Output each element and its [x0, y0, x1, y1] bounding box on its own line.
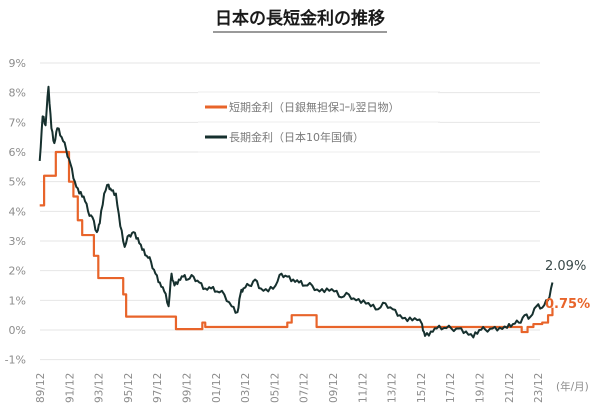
y-tick-label: 5% [9, 176, 26, 189]
y-tick-label: 7% [9, 116, 26, 129]
y-tick-label: -1% [5, 354, 26, 367]
x-tick-label: 97/12 [152, 373, 164, 403]
end-label-long: 2.09% [545, 259, 586, 274]
chart-title-text: 日本の長短金利の推移 [213, 9, 387, 33]
x-tick-label: 21/12 [504, 373, 516, 403]
legend-label-long: 長期金利（日本10年国債） [229, 130, 364, 144]
x-tick-label: 11/12 [357, 373, 369, 403]
long-rate-line [38, 85, 554, 339]
y-tick-label: 3% [9, 235, 26, 248]
legend-label-short: 短期金利（日銀無担保ｺｰﾙ翌日物） [229, 100, 400, 114]
x-tick-label: 89/12 [35, 373, 47, 403]
x-tick-label: 91/12 [64, 373, 76, 403]
x-tick-label: 05/12 [269, 373, 281, 403]
y-tick-label: 0% [9, 324, 26, 337]
y-tick-label: 4% [9, 205, 26, 218]
x-tick-label: 13/12 [387, 373, 399, 403]
y-tick-label: 9% [9, 57, 26, 70]
end-label-short: 0.75% [545, 297, 590, 312]
x-tick-label: 19/12 [475, 373, 487, 403]
x-tick-label: 17/12 [445, 373, 457, 403]
x-tick-label: 95/12 [123, 373, 135, 403]
x-tick-label: 03/12 [240, 373, 252, 403]
y-axis-ticks: 9% 8% 7% 6% 5% 4% 3% 2% 1% 0% -1% [5, 57, 26, 367]
y-tick-label: 8% [9, 87, 26, 100]
x-tick-label: 09/12 [328, 373, 340, 403]
x-tick-label: 01/12 [211, 373, 223, 403]
y-tick-label: 1% [9, 294, 26, 307]
legend: 短期金利（日銀無担保ｺｰﾙ翌日物） 長期金利（日本10年国債） [198, 87, 440, 153]
x-axis-unit: (年/月) [556, 380, 589, 393]
x-axis-ticks: 89/12 91/12 93/12 95/12 97/12 99/12 01/12 03/12… [35, 373, 545, 403]
x-tick-label: 23/12 [533, 373, 545, 403]
short-rate-line [39, 150, 554, 334]
series-lines [38, 85, 554, 339]
x-tick-label: 07/12 [299, 373, 311, 403]
y-tick-label: 2% [9, 265, 26, 278]
x-tick-label: 15/12 [416, 373, 428, 403]
x-tick-label: 99/12 [182, 373, 194, 403]
x-tick-label: 93/12 [94, 373, 106, 403]
chart-title: 日本の長短金利の推移 [0, 4, 600, 33]
y-tick-label: 6% [9, 146, 26, 159]
